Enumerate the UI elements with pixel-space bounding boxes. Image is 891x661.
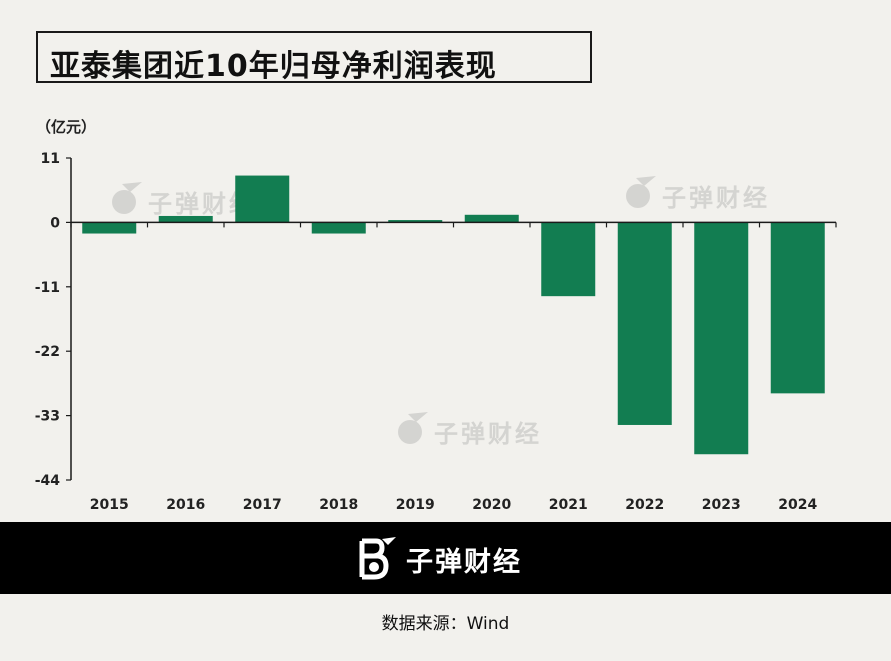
chart-title: 亚泰集团近10年归母净利润表现 (50, 49, 497, 84)
y-tick-label: -33 (35, 409, 60, 425)
bar-2024 (770, 222, 825, 394)
x-tick-label: 2019 (396, 497, 435, 513)
footer-bar: 子弹财经 (0, 522, 891, 594)
x-tick-label: 2016 (166, 497, 205, 513)
x-tick-label: 2017 (243, 497, 282, 513)
y-tick-label: 11 (41, 151, 60, 167)
x-tick-label: 2020 (472, 497, 511, 513)
bar-2023 (694, 222, 749, 455)
x-tick-label: 2024 (778, 497, 817, 513)
bar-2021 (541, 222, 596, 297)
y-tick-label: -11 (35, 280, 60, 296)
bar-2020 (464, 214, 519, 223)
x-tick-label: 2021 (549, 497, 588, 513)
data-source: 数据来源：Wind (381, 614, 510, 634)
y-axis-unit: （亿元） (36, 118, 97, 136)
x-tick-label: 2022 (625, 497, 664, 513)
x-tick-label: 2015 (90, 497, 129, 513)
x-tick-label: 2018 (319, 497, 358, 513)
y-tick-label: 0 (50, 215, 60, 231)
x-tick-label: 2023 (702, 497, 741, 513)
brand-logo-icon (359, 537, 396, 580)
bar-2016 (158, 215, 213, 223)
net-profit-bar-chart: 11 0 -11 -22 -33 -44 2015 2016 2017 2018 2019 2020 2… (35, 151, 837, 513)
bar-2015 (82, 222, 137, 234)
title-box: 亚泰集团近10年归母净利润表现 (36, 31, 592, 84)
bar-2019 (388, 220, 443, 223)
bar-2017 (235, 175, 290, 223)
brand-name: 子弹财经 (406, 547, 522, 578)
bar-2018 (311, 222, 366, 234)
bar-2022 (617, 222, 672, 425)
y-tick-label: -44 (35, 473, 61, 489)
y-tick-label: -22 (35, 344, 60, 360)
